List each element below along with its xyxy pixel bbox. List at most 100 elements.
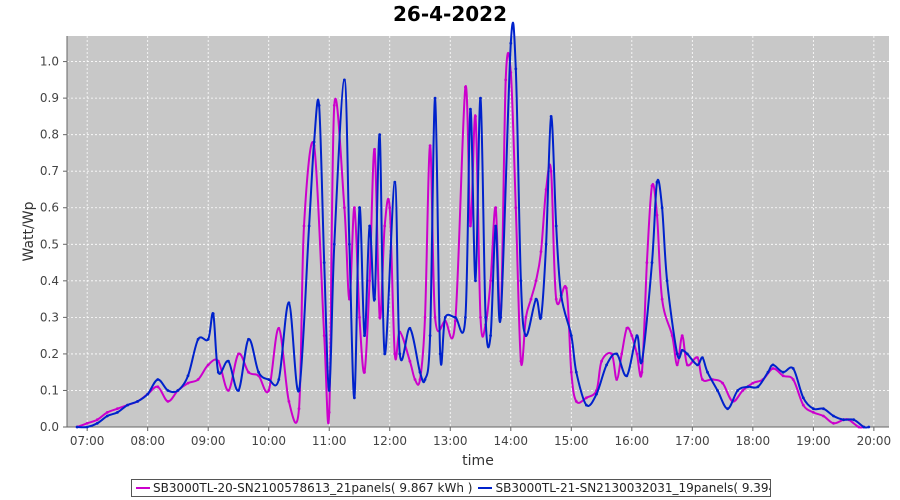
- series-2-point: [726, 407, 729, 411]
- series-1-point: [801, 403, 805, 407]
- series-2-point: [771, 363, 775, 367]
- series-2-point: [499, 316, 503, 319]
- series-1-point: [428, 144, 432, 148]
- series-1-point: [635, 352, 639, 356]
- series-1-point: [519, 359, 523, 363]
- x-tick-label: 20:00: [857, 434, 892, 448]
- series-2-point: [781, 370, 785, 374]
- series-1-point: [378, 316, 382, 319]
- series-1-point: [544, 188, 548, 191]
- series-2-point: [539, 316, 543, 319]
- legend-swatch-series-1: [136, 487, 150, 489]
- series-2-point: [640, 359, 644, 363]
- series-2-point: [216, 370, 220, 374]
- series-1-point: [832, 421, 835, 425]
- legend-swatch-series-2: [478, 487, 493, 489]
- series-2-point: [534, 297, 538, 301]
- series-1-point: [675, 363, 679, 367]
- series-2-point: [267, 378, 271, 381]
- series-1-point: [474, 115, 477, 118]
- series-2-point: [348, 242, 351, 246]
- x-tick-label: 14:00: [493, 434, 528, 448]
- series-2-point: [509, 41, 513, 45]
- series-1-point: [196, 378, 200, 381]
- y-tick-label: 0.9: [40, 91, 59, 105]
- series-1-point: [186, 381, 190, 385]
- series-2-point: [852, 418, 856, 422]
- series-1-point: [267, 389, 271, 392]
- series-2-point: [176, 389, 180, 392]
- series-2-point: [206, 337, 210, 341]
- series-2-point: [423, 378, 427, 381]
- series-2-point: [105, 414, 109, 418]
- x-axis-title: time: [462, 453, 494, 469]
- y-axis-title: Watt/Wp: [21, 201, 37, 261]
- series-1-point: [166, 400, 170, 403]
- series-1-point: [569, 370, 573, 374]
- series-1-point: [645, 261, 649, 264]
- series-2-point: [277, 378, 281, 381]
- chart-title: 26-4-2022: [392, 2, 507, 26]
- series-2-point: [95, 421, 99, 425]
- series-1-point: [741, 389, 745, 392]
- series-1-point: [373, 147, 376, 151]
- series-2-point: [635, 334, 639, 337]
- series-1-point: [650, 184, 654, 188]
- x-tick-label: 18:00: [736, 434, 771, 448]
- y-tick-label: 0.7: [40, 164, 59, 178]
- series-2-point: [433, 96, 437, 100]
- series-1-point: [857, 425, 861, 429]
- series-2-point: [428, 334, 432, 337]
- x-tick-label: 17:00: [675, 434, 710, 448]
- legend-item-series-1: SB3000TL-20-SN2100578613_21panels( 9.867…: [136, 481, 472, 495]
- x-tick-label: 13:00: [433, 434, 468, 448]
- series-1-point: [549, 169, 553, 173]
- series-2-point: [494, 224, 498, 228]
- series-2-point: [706, 370, 709, 374]
- x-tick-label: 11:00: [312, 434, 347, 448]
- series-1-point: [227, 389, 230, 392]
- y-tick-label: 0.8: [40, 128, 59, 142]
- y-tick-label: 0.6: [40, 201, 59, 215]
- series-1-point: [534, 279, 538, 283]
- series-2-point: [317, 104, 321, 107]
- series-1-point: [504, 78, 508, 82]
- series-2-point: [685, 352, 689, 356]
- series-2-point: [146, 392, 150, 396]
- series-2-point: [393, 180, 397, 184]
- series-2-point: [554, 224, 558, 228]
- series-2-point: [287, 301, 291, 305]
- series-1-point: [388, 206, 392, 210]
- y-tick-label: 0.1: [40, 383, 59, 397]
- series-2-point: [675, 352, 679, 356]
- x-tick-label: 09:00: [191, 434, 226, 448]
- series-1-point: [600, 359, 603, 363]
- series-2-point: [358, 206, 361, 210]
- series-1-point: [751, 381, 755, 385]
- series-1-point: [408, 359, 412, 363]
- series-2-point: [211, 312, 215, 316]
- series-1-point: [237, 352, 240, 356]
- series-1-point: [791, 378, 795, 381]
- series-2-point: [166, 389, 170, 392]
- series-1-point: [489, 279, 492, 283]
- series-2-point: [595, 392, 598, 396]
- series-2-point: [842, 418, 845, 422]
- series-1-point: [660, 297, 664, 301]
- series-1-point: [332, 104, 336, 107]
- series-1-point: [822, 414, 825, 418]
- series-1-point: [423, 316, 427, 319]
- series-2-point: [227, 359, 230, 363]
- series-2-point: [489, 334, 492, 337]
- series-2-point: [75, 425, 79, 429]
- series-1-point: [574, 400, 578, 403]
- series-1-point: [413, 378, 417, 381]
- series-2-point: [791, 367, 795, 370]
- x-tick-label: 19:00: [796, 434, 831, 448]
- series-2-point: [464, 316, 467, 319]
- x-tick-label: 16:00: [615, 434, 650, 448]
- series-2-point: [378, 133, 382, 137]
- series-2-point: [479, 96, 482, 100]
- series-2-point: [126, 403, 129, 407]
- series-1-point: [812, 411, 815, 414]
